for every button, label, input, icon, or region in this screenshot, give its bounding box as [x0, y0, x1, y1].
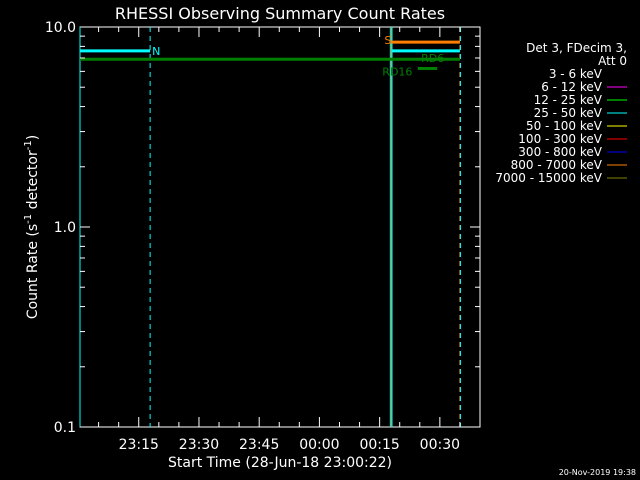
- y-axis-label: Count Rate (s-1 detector-1): [23, 135, 41, 319]
- vertical-markers: [79, 27, 461, 427]
- x-tick-label: 23:15: [119, 437, 159, 453]
- x-tick-label: 23:45: [239, 437, 279, 453]
- annotation-label: RD6: [421, 52, 444, 65]
- plot-frame: [79, 26, 481, 428]
- legend-label: 50 - 100 keV: [526, 119, 603, 133]
- legend-label: 300 - 800 keV: [518, 145, 602, 159]
- x-tick-label: 00:15: [359, 437, 399, 453]
- legend-label: 25 - 50 keV: [534, 106, 603, 120]
- legend-label: 6 - 12 keV: [541, 80, 603, 94]
- y-label-sup-2: -1: [23, 140, 34, 150]
- y-tick-label: 10.0: [45, 20, 76, 36]
- data-segments: [80, 40, 460, 71]
- legend-label: 3 - 6 keV: [549, 67, 603, 81]
- legend-label: 12 - 25 keV: [534, 93, 603, 107]
- x-axis-label: Start Time (28-Jun-18 23:00:22): [168, 455, 392, 471]
- x-axis: 23:15 23:30 23:45 00:00 00:15 00:30: [98, 27, 481, 453]
- timestamp: 20-Nov-2019 19:38: [559, 468, 636, 477]
- legend-label: 100 - 300 keV: [518, 132, 602, 146]
- y-label-part-2: detector: [25, 150, 41, 214]
- y-tick-label: 1.0: [54, 220, 76, 236]
- y-tick-label: 0.1: [54, 420, 76, 436]
- legend-header-line-2: Att 0: [598, 54, 627, 68]
- chart-title: RHESSI Observing Summary Count Rates: [115, 4, 445, 23]
- annotation-label: N: [152, 45, 160, 58]
- y-axis: 0.1 1.0 10.0: [45, 20, 480, 436]
- y-label-part-1: Count Rate (s: [25, 224, 41, 319]
- legend-label: 800 - 7000 keV: [511, 158, 603, 172]
- y-label-part-3: ): [25, 135, 41, 140]
- legend-header-line-1: Det 3, FDecim 3,: [526, 41, 627, 55]
- annotation-label: RD16: [382, 65, 412, 78]
- x-tick-label: 00:30: [420, 437, 460, 453]
- annotation-label: S: [384, 34, 391, 47]
- legend-label: 7000 - 15000 keV: [495, 171, 602, 185]
- x-tick-label: 23:30: [179, 437, 219, 453]
- y-label-sup-1: -1: [23, 214, 34, 224]
- annotations: N S RD6 RD16: [152, 34, 444, 78]
- x-tick-label: 00:00: [299, 437, 339, 453]
